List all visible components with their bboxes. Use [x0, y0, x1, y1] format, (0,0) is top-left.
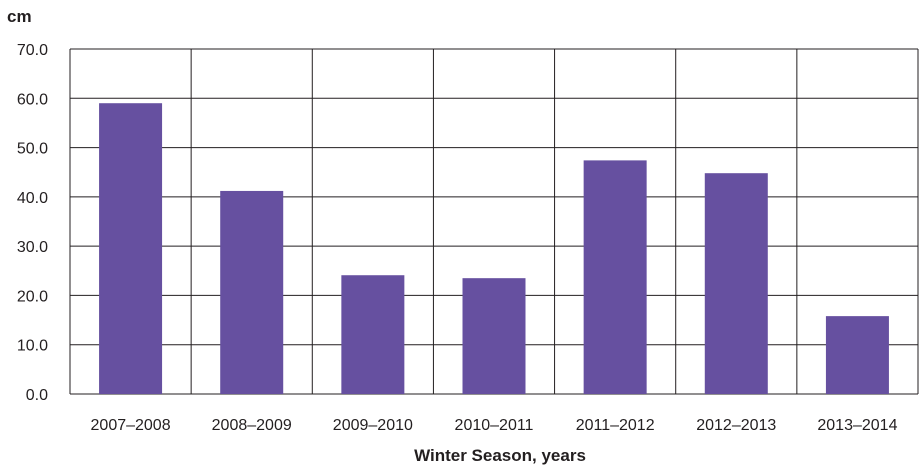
x-tick-label: 2008–2009: [212, 417, 292, 434]
y-tick-label: 70.0: [17, 42, 48, 59]
y-tick-label: 0.0: [26, 387, 48, 404]
x-tick-label: 2013–2014: [817, 417, 897, 434]
bar-2013–2014: [825, 316, 889, 394]
axes: 0.0 10.0 20.0 30.0 40.0 50.0 60.0 70.0 2007–2008…: [17, 42, 898, 434]
x-tick-label: 2007–2008: [91, 417, 171, 434]
y-tick-label: 60.0: [17, 91, 48, 108]
y-tick-label: 10.0: [17, 338, 48, 355]
x-axis-title: Winter Season, years: [414, 446, 586, 465]
x-tick-label: 2010–2011: [455, 417, 534, 434]
bar-2009–2010: [341, 275, 405, 394]
y-tick-label: 20.0: [17, 288, 48, 305]
x-tick-label: 2009–2010: [333, 417, 413, 434]
y-tick-label: 30.0: [17, 239, 48, 256]
bar-2011–2012: [583, 160, 647, 394]
y-tick-label: 40.0: [17, 190, 48, 207]
grid: [69, 48, 919, 395]
bar-2008–2009: [220, 190, 284, 394]
y-tick-label: 50.0: [17, 141, 48, 158]
x-tick-label: 2011–2012: [576, 417, 655, 434]
bars: [99, 103, 889, 394]
y-axis-unit-label: cm: [7, 7, 32, 26]
bar-2007–2008: [99, 103, 163, 394]
x-tick-label: 2012–2013: [696, 417, 776, 434]
bar-2010–2011: [462, 278, 526, 394]
bar-2012–2013: [704, 173, 768, 394]
